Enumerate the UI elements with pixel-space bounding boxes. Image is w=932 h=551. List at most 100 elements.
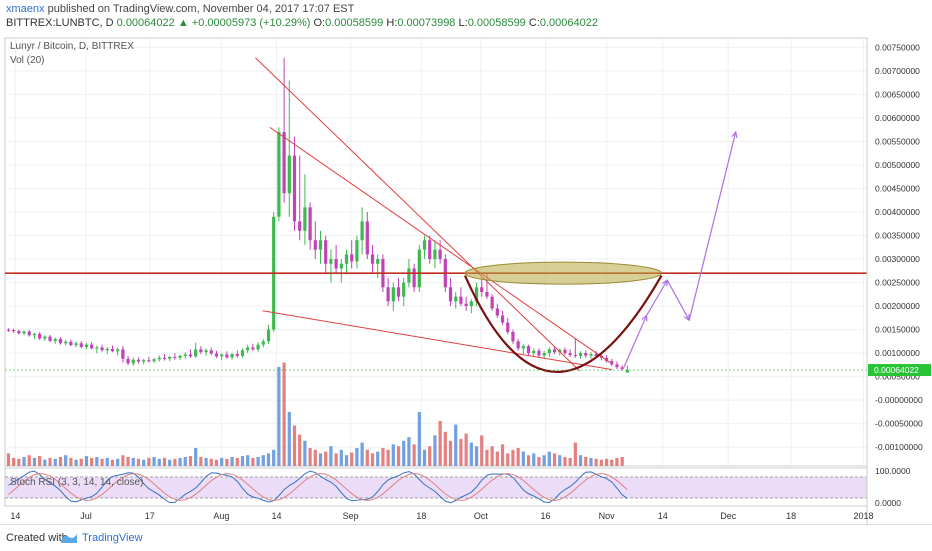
candle-body xyxy=(298,221,302,231)
volume-legend[interactable]: Vol (20) xyxy=(10,55,45,66)
candle-body xyxy=(454,296,458,302)
candle-body xyxy=(79,343,83,348)
volume-bar xyxy=(313,449,317,466)
candle-body xyxy=(610,361,614,365)
open-label: O: xyxy=(313,17,326,29)
candle-body xyxy=(116,349,120,352)
author-link[interactable]: xmaenx xyxy=(6,3,45,15)
volume-bar xyxy=(194,448,198,466)
candle-body xyxy=(344,254,349,264)
x-tick-label: Dec xyxy=(720,511,737,521)
volume-bar xyxy=(448,440,453,466)
y-tick-label: 0.00650000 xyxy=(875,89,920,99)
volume-bar xyxy=(422,449,427,466)
candle-body xyxy=(563,349,567,354)
candle-body xyxy=(178,355,182,358)
volume-bar xyxy=(43,459,47,466)
drawings xyxy=(5,57,867,373)
candle-body xyxy=(516,341,520,349)
candle-body xyxy=(38,333,42,339)
candle-body xyxy=(552,349,557,353)
volume-bar xyxy=(604,458,609,466)
candle-body xyxy=(90,344,94,349)
candle-body xyxy=(17,331,21,334)
volume-bar xyxy=(251,457,255,466)
candle-body xyxy=(568,353,572,356)
candle-body xyxy=(194,349,198,357)
candle-body xyxy=(391,287,395,302)
candle-body xyxy=(126,358,130,364)
tradingview-logo-icon[interactable] xyxy=(60,531,78,544)
volume-bar xyxy=(178,457,182,466)
symbol-label: BITTREX:LUNBTC, D xyxy=(6,17,114,29)
volume-bar xyxy=(116,458,120,466)
candle-body xyxy=(105,348,109,351)
volume-bar xyxy=(526,455,531,466)
volume-bar xyxy=(506,453,510,466)
volume-bar xyxy=(396,446,401,466)
volume-bar xyxy=(532,453,536,466)
y-tick-label: 0.00300000 xyxy=(875,254,920,264)
volume-bar xyxy=(412,444,416,466)
volume-bar xyxy=(350,452,354,466)
candle-body xyxy=(230,354,234,358)
candle-body xyxy=(547,349,551,354)
candle-body xyxy=(396,287,401,297)
price-chart[interactable]: 0.00750000 0.00700000 0.00650000 0.00600000… xyxy=(0,0,932,524)
y-tick-label: 0.00500000 xyxy=(875,160,920,170)
candle-body xyxy=(95,347,99,349)
projection-arrow-segment xyxy=(646,279,668,316)
volume-bar xyxy=(298,434,302,466)
volume-bar xyxy=(438,421,442,466)
candle-body xyxy=(48,336,52,341)
candle-body xyxy=(324,240,328,264)
open-value: 0.00058599 xyxy=(325,17,384,29)
high-value: 0.00073998 xyxy=(397,17,456,29)
candle-body xyxy=(256,344,260,350)
candle-body xyxy=(162,357,167,359)
volume-bar xyxy=(386,449,390,466)
x-tick-label: 2018 xyxy=(854,511,874,521)
projection-arrowhead xyxy=(731,130,738,139)
rsi-tick-top: 100.0000 xyxy=(875,466,911,476)
volume-bar xyxy=(292,425,297,466)
candle-body xyxy=(625,370,629,373)
volume-bar xyxy=(38,456,42,466)
candle-body xyxy=(74,343,78,346)
mid-trendline xyxy=(269,126,611,363)
volume-bar xyxy=(521,451,525,466)
candle-body xyxy=(6,329,11,331)
last-price: 0.00064022 xyxy=(116,17,175,29)
volume-bar xyxy=(381,448,385,466)
candle-body xyxy=(261,341,265,345)
candle-body xyxy=(334,259,338,269)
series-legend[interactable]: Lunyr / Bitcoin, D, BITTREX xyxy=(10,41,134,52)
candle-body xyxy=(313,240,317,250)
current-price-tag xyxy=(868,364,931,377)
candle-body xyxy=(417,249,421,288)
volume-bar xyxy=(53,458,57,466)
current-price-label: 0.00064022 xyxy=(874,365,919,375)
volume-bar xyxy=(318,453,323,466)
x-tick-label: 18 xyxy=(416,511,426,521)
tradingview-brand-link[interactable]: TradingView xyxy=(82,532,143,544)
low-label: L: xyxy=(458,17,468,29)
volume-bar xyxy=(594,458,598,466)
volume-bar xyxy=(542,455,546,466)
y-tick-label: 0.00250000 xyxy=(875,278,920,288)
rsi-legend[interactable]: Stoch RSI (3, 3, 14, 14, close) xyxy=(10,477,144,488)
candle-body xyxy=(360,221,364,241)
volume-bar xyxy=(620,457,624,466)
volume-bar xyxy=(199,457,203,466)
volume-bar xyxy=(79,458,83,466)
candle-body xyxy=(209,350,213,354)
volume-bar xyxy=(256,457,260,466)
volume-bar xyxy=(287,412,291,466)
volume-bar xyxy=(246,455,250,466)
volume-bar xyxy=(162,457,167,466)
volume-bar xyxy=(84,456,89,466)
volume-bar xyxy=(568,457,572,466)
projection-arrow-segment xyxy=(666,279,690,321)
candle-body xyxy=(448,287,453,302)
stoch-rsi-pane xyxy=(4,467,868,507)
